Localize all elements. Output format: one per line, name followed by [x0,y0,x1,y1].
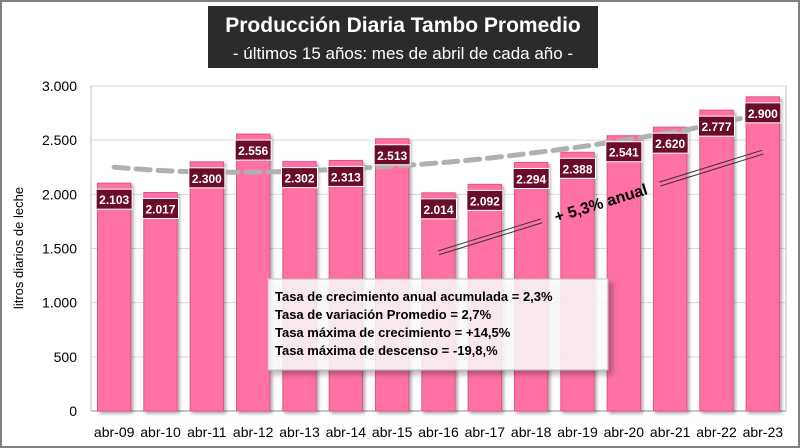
bar [143,191,178,412]
x-tick-label: abr-21 [650,424,691,440]
x-tick-label: abr-14 [326,424,367,440]
chart-title: Producción Diaria Tambo Promedio [225,14,581,37]
value-label-bg [420,198,457,220]
value-label: 2.294 [516,172,546,186]
x-tick-label: abr-12 [233,424,274,440]
value-label: 2.103 [99,193,129,207]
x-tick-label: abr-18 [511,424,552,440]
x-tick-label: abr-10 [140,424,181,440]
value-label: 2.092 [470,194,500,208]
x-tick-label: abr-22 [696,424,737,440]
stats-line-3: Tasa máxima de crecimiento = +14,5% [275,325,511,340]
annotation-line [437,218,542,252]
value-label: 2.014 [423,203,453,217]
bar [652,126,688,412]
value-label: 2.313 [331,170,361,184]
stats-line-1: Tasa de crecimiento anual acumulada = 2,… [275,289,553,304]
y-tick-label: 2.000 [42,186,77,202]
stats-line-2: Tasa de variación Promedio = 2,7% [275,307,492,322]
bar [606,135,642,412]
x-tick-label: abr-13 [279,424,320,440]
x-tick-label: abr-19 [557,424,598,440]
annotation-line [659,149,763,183]
stats-box: Tasa de crecimiento anual acumulada = 2,… [267,278,609,371]
x-tick-label: abr-15 [372,424,413,440]
value-label-bg [281,167,318,189]
stats-line-4: Tasa máxima de descenso = -19,8,% [275,343,498,358]
value-label: 2.302 [284,172,314,186]
x-tick-label: abr-16 [418,424,459,440]
bar [96,182,132,412]
value-label-bg [95,188,133,210]
bar [235,133,271,412]
annotation-line [660,153,764,187]
y-axis-label: litros diarios de leche [11,187,26,309]
value-label: 2.620 [655,137,685,151]
value-label-bg [651,132,689,154]
value-label-bg [142,197,179,219]
value-label: 2.541 [609,146,639,160]
value-label-bg [744,102,782,124]
value-label: 2.513 [377,149,407,163]
y-tick-label: 1.000 [42,295,77,311]
value-label: 2.388 [562,162,592,176]
x-tick-labels: abr-09 abr-10 abr-11 abr-12 abr-13 abr-14 abr-… [94,424,783,440]
y-tick-label: 2.500 [42,132,77,148]
bar [745,96,781,412]
value-label-bg [698,115,735,137]
value-label: 2.777 [701,120,731,134]
x-tick-label: abr-17 [465,424,506,440]
value-label: 2.900 [748,107,778,121]
value-label-bg [559,157,596,179]
x-tick-label: abr-20 [604,424,645,440]
y-tick-label: 1.500 [42,241,77,257]
y-tick-labels: 0 500 1.000 1.500 2.000 2.500 3.000 [42,78,77,419]
value-label-bg [188,167,226,189]
value-label: 2.556 [238,144,268,158]
title-box [208,6,598,68]
value-labels-layer: 2.103 2.017 2.300 2.556 2.302 2.313 2.513 2.014… [95,102,782,220]
value-label: 2.017 [145,202,175,216]
y-tick-label: 500 [54,349,78,365]
annotation-line [438,222,543,256]
value-label: 2.300 [192,172,222,186]
bar [189,161,225,412]
value-label-bg [234,139,272,161]
chart-subtitle: - últimos 15 años: mes de abril de cada … [233,44,573,63]
value-label-bg [605,141,643,163]
value-label-bg [373,144,411,166]
x-tick-label: abr-23 [743,424,784,440]
value-label-bg [327,165,365,187]
value-label-bg [512,167,550,189]
bar [699,109,734,412]
stats-box-bg [267,278,609,371]
y-tick-label: 0 [69,403,77,419]
value-label-bg [466,189,504,211]
x-tick-label: abr-09 [94,424,135,440]
x-tick-label: abr-11 [187,424,227,440]
y-tick-label: 3.000 [42,78,77,94]
